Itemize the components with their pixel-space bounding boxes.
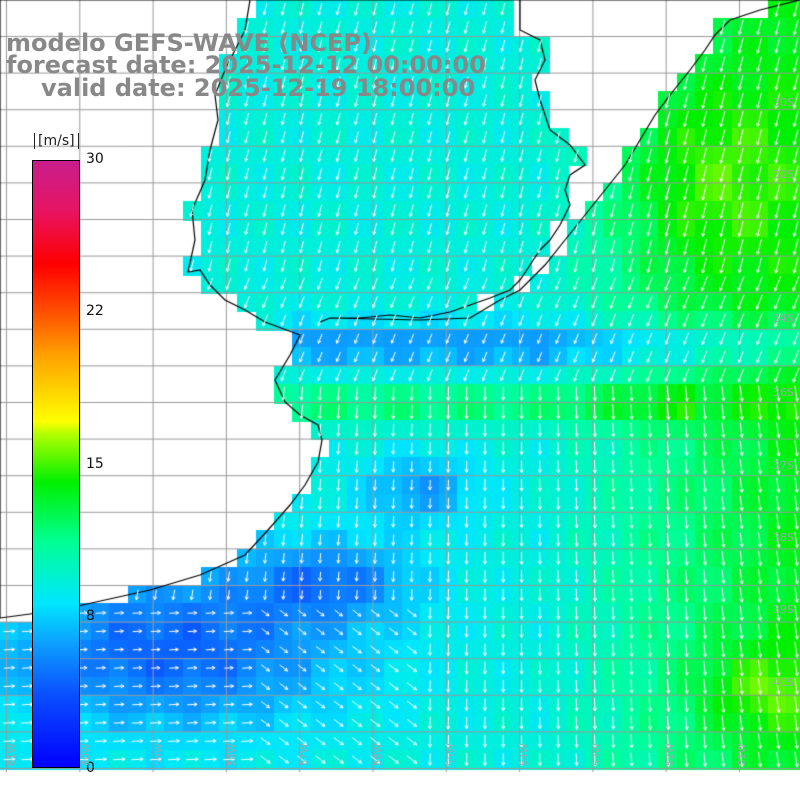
lon-label: 56W bbox=[373, 743, 384, 766]
lon-label: 52W bbox=[665, 743, 676, 766]
colorbar-tick-max: 30 bbox=[86, 151, 104, 167]
lat-label: 40S bbox=[773, 676, 794, 689]
colorbar-tick-min: 0 bbox=[86, 760, 95, 776]
lon-label: 55W bbox=[446, 743, 457, 766]
lat-label: 30S bbox=[773, 96, 794, 109]
title-valid-date: valid date: 2025-12-19 18:00:00 bbox=[41, 74, 476, 102]
colorbar-unit: [m/s] bbox=[34, 133, 79, 149]
colorbar-tick-8: 8 bbox=[86, 608, 95, 624]
lat-label: 38S bbox=[773, 531, 794, 544]
lon-label: 57W bbox=[299, 743, 310, 766]
lon-label: 58W bbox=[227, 743, 238, 766]
lat-label: 36S bbox=[773, 386, 794, 399]
lon-label: 61W bbox=[7, 743, 18, 766]
title-model: modelo GEFS-WAVE (NCEP) bbox=[6, 29, 372, 57]
lat-label: 32S bbox=[773, 168, 794, 181]
lon-label: 51W bbox=[737, 743, 748, 766]
lat-label: 37S bbox=[773, 459, 794, 472]
lon-label: 54W bbox=[519, 743, 530, 766]
lon-label: 53W bbox=[592, 743, 603, 766]
colorbar-tick-22: 22 bbox=[86, 303, 104, 319]
lon-label: 60W bbox=[81, 743, 92, 766]
lat-label: 39S bbox=[773, 603, 794, 616]
colorbar bbox=[32, 160, 80, 768]
lon-label: 59W bbox=[154, 743, 165, 766]
title-forecast-date: forecast date: 2025-12-12 00:00:00 bbox=[6, 51, 486, 79]
colorbar-tick-15: 15 bbox=[86, 456, 104, 472]
lat-label: 34S bbox=[773, 312, 794, 325]
